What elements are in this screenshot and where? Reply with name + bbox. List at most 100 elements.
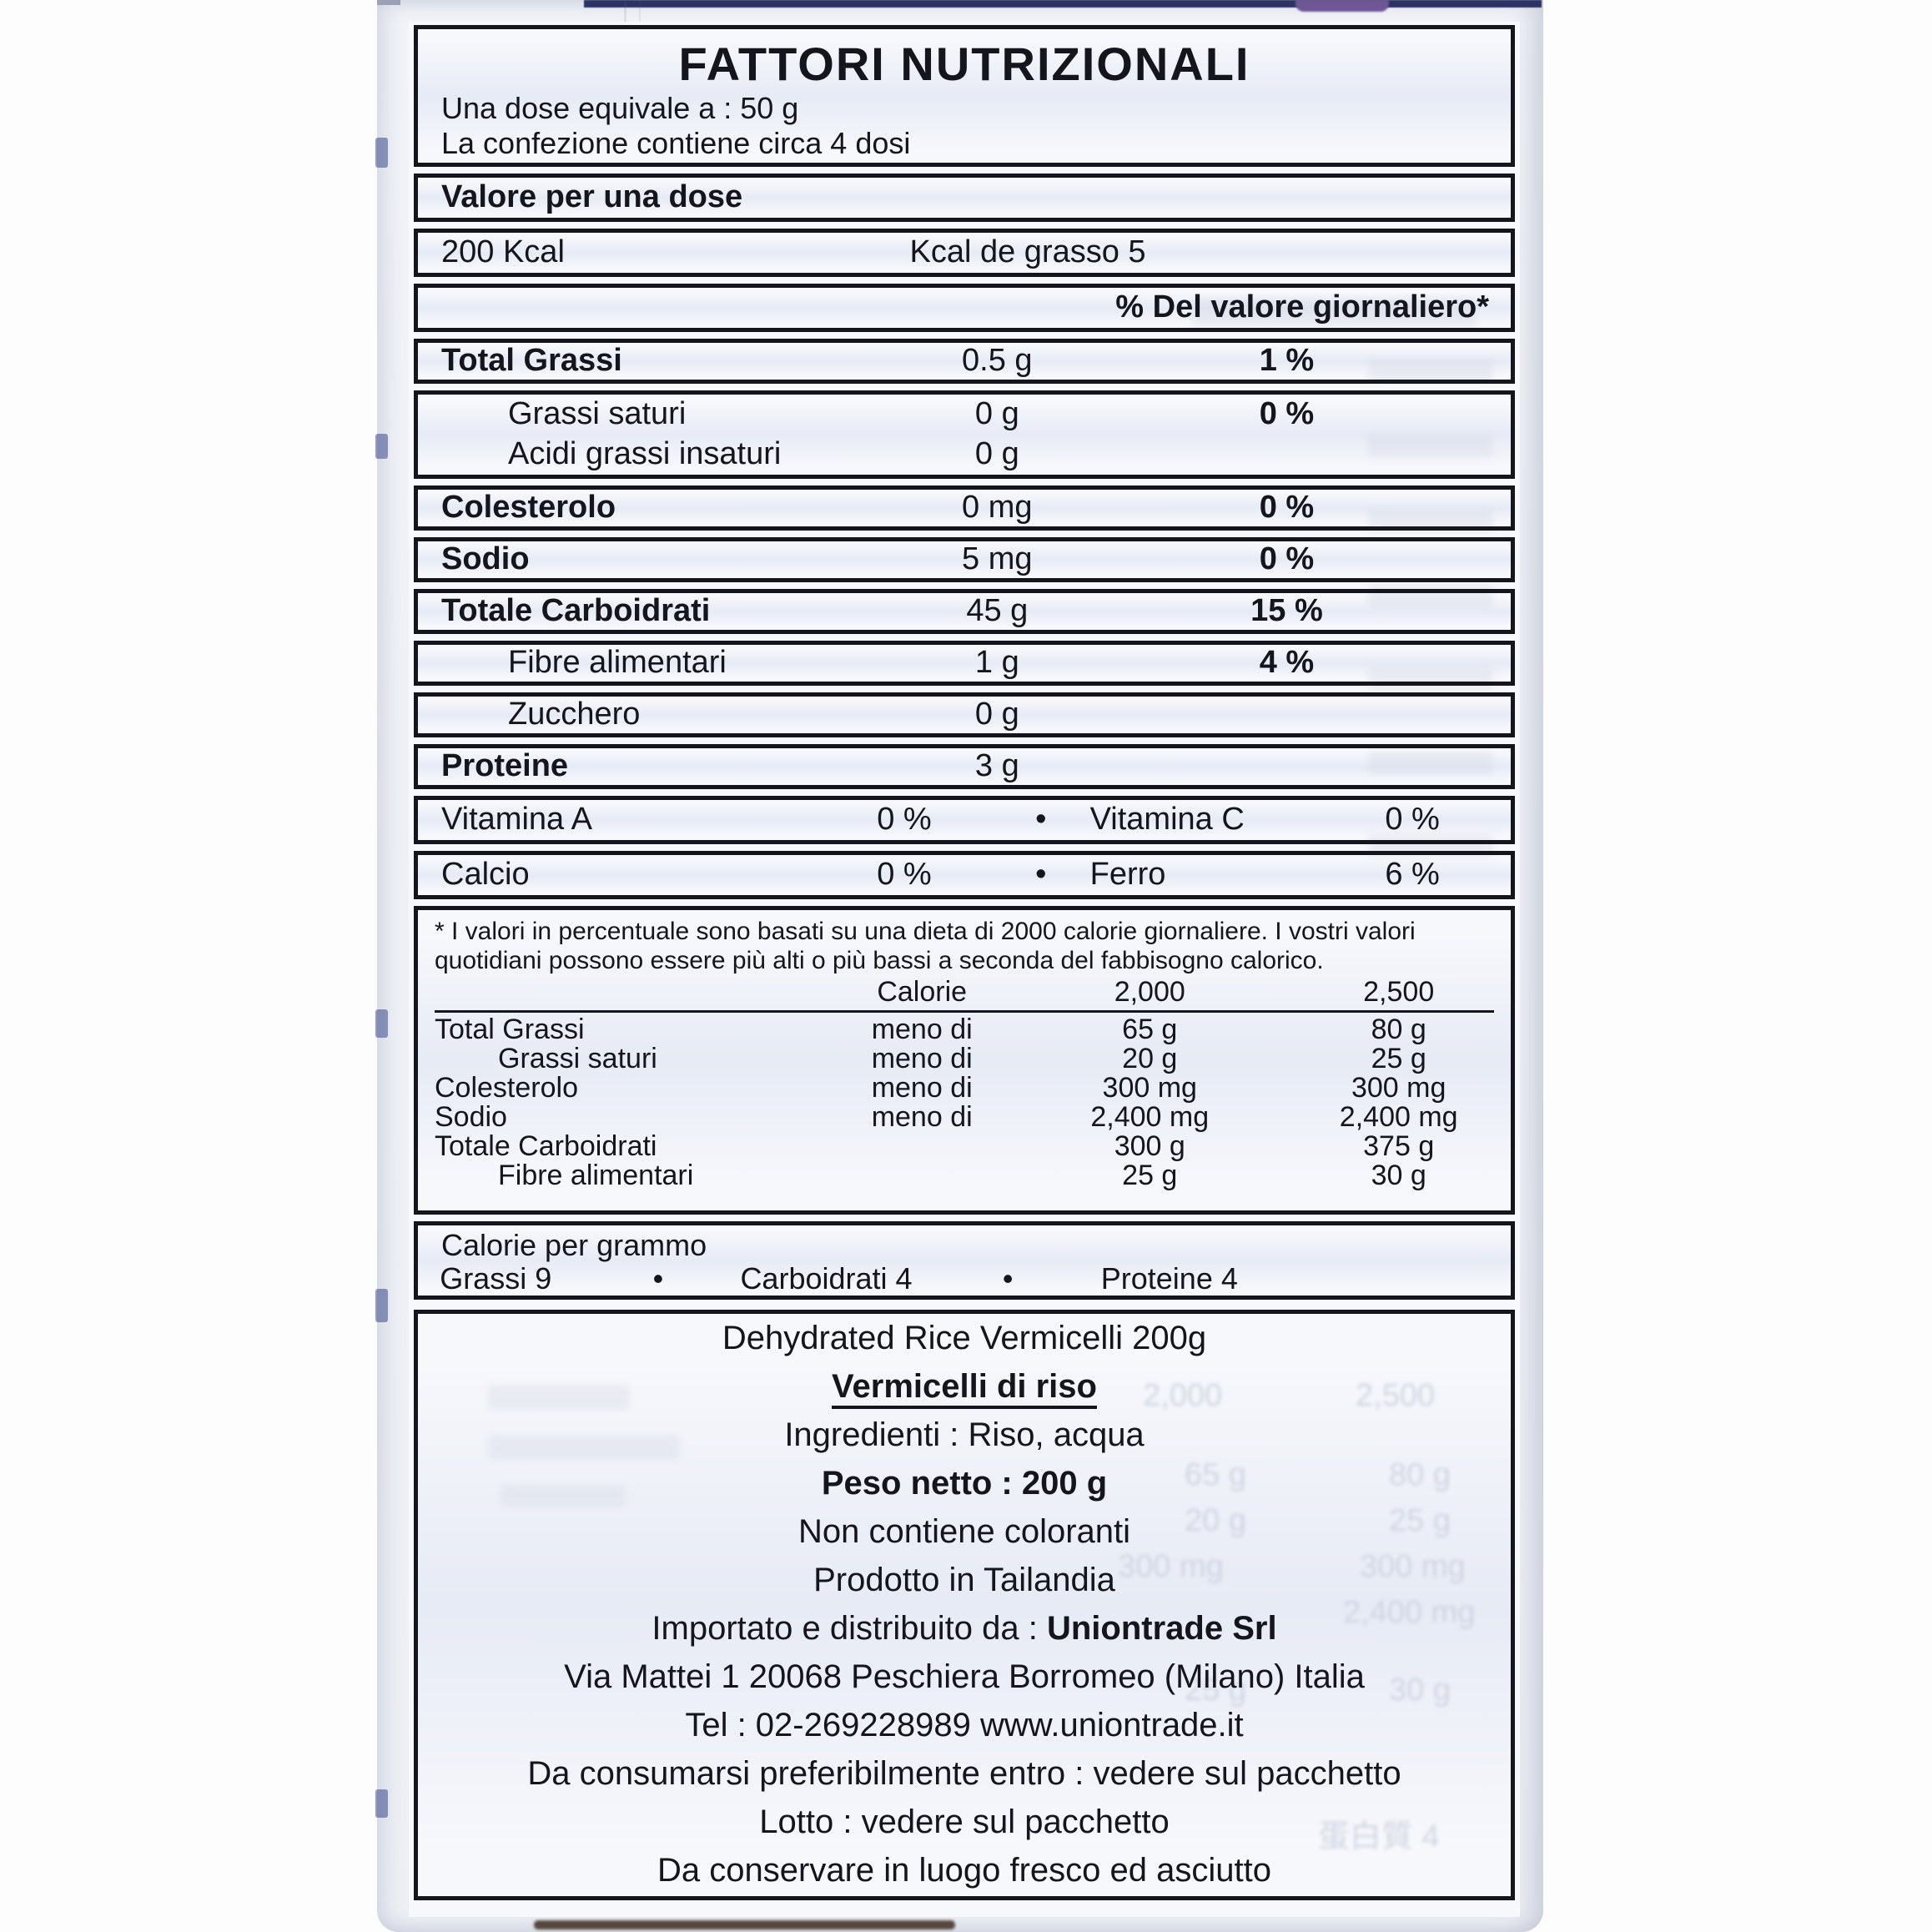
reference-value-2000: 25 g <box>1122 1160 1178 1191</box>
ghost-print <box>1368 667 1493 691</box>
per-dose-header: Valore per una dose <box>441 179 743 214</box>
per-dose-header-box: Valore per una dose <box>414 174 1515 222</box>
lot-line: Lotto : vedere sul pacchetto <box>759 1804 1170 1840</box>
nutrient-amount: 0 g <box>974 396 1019 431</box>
label-title: FATTORI NUTRIZIONALI <box>678 38 1250 90</box>
product-name-it: Vermicelli di riso <box>418 1362 1511 1411</box>
bullet-separator: • <box>1035 857 1047 892</box>
ghost-print <box>488 1435 680 1460</box>
best-before-line: Da consumarsi preferibilmente entro : ve… <box>527 1755 1401 1792</box>
nutrient-row-fiber: Fibre alimentari 1 g 4 % <box>414 641 1515 686</box>
product-info-box: Dehydrated Rice Vermicelli 200g Vermicel… <box>414 1310 1515 1900</box>
nutrient-subrow: Grassi saturi 0 g 0 % <box>418 395 1511 435</box>
daily-value-header: % Del valore giornaliero* <box>1115 289 1489 325</box>
ghost-print <box>501 1485 626 1507</box>
daily-value-header-box: % Del valore giornaliero* <box>414 284 1515 332</box>
daily-value-footnote: * I valori in percentuale sono basati su… <box>435 918 1416 974</box>
ghost-print-text: 2,500 <box>1356 1378 1435 1414</box>
nutrient-name: Fibre alimentari <box>508 645 727 680</box>
nutrient-name: Totale Carboidrati <box>441 593 711 628</box>
package-cap-strip <box>584 0 1542 8</box>
divider <box>435 1010 1494 1013</box>
reference-row-sodium: Sodio meno di 2,400 mg 2,400 mg <box>435 1103 1494 1132</box>
nutrient-amount: 0 mg <box>962 490 1033 525</box>
importer-prefix: Importato e distribuito da : <box>652 1610 1047 1647</box>
nutrient-daily-value: 4 % <box>1259 645 1315 680</box>
package-edge-print <box>375 1289 388 1322</box>
reference-row-total-fat: Total Grassi meno di 65 g 80 g <box>435 1015 1494 1044</box>
importer-name: Uniontrade Srl <box>1046 1610 1277 1647</box>
ghost-print <box>1193 299 1477 327</box>
package-edge-tick <box>377 0 400 5</box>
ghost-print <box>1368 434 1493 457</box>
calories-from-fat: Kcal de grasso 5 <box>909 234 1146 269</box>
nutrient-amount: 0.5 g <box>962 343 1033 378</box>
reference-name: Grassi saturi <box>498 1043 657 1074</box>
reference-qualifier: meno di <box>871 1101 973 1133</box>
bullet-separator: • <box>1035 802 1047 837</box>
cal-per-gram-fat: Grassi 9 <box>440 1261 552 1296</box>
mineral-name: Calcio <box>441 857 530 892</box>
bullet-separator: • <box>652 1261 664 1296</box>
product-name-en: Dehydrated Rice Vermicelli 200g <box>722 1320 1207 1356</box>
ghost-print <box>1368 359 1493 382</box>
reference-qualifier: meno di <box>871 1014 973 1045</box>
vitamin-name: Vitamina C <box>1089 802 1245 837</box>
nutrient-amount: 1 g <box>974 645 1019 680</box>
nutrient-daily-value: 15 % <box>1250 593 1323 628</box>
nutrient-amount: 45 g <box>966 593 1029 628</box>
product-name-it-text: Vermicelli di riso <box>832 1368 1097 1409</box>
package-bottom-edge <box>534 1920 955 1929</box>
reference-row-fiber: Fibre alimentari 25 g 30 g <box>435 1161 1494 1190</box>
nutrient-row-sodium: Sodio 5 mg 0 % <box>414 537 1515 582</box>
reference-value-2500: 375 g <box>1363 1130 1435 1162</box>
reference-row-carbohydrates: Totale Carboidrati 300 g 375 g <box>435 1132 1494 1161</box>
ghost-print <box>1368 584 1493 607</box>
origin-line: Prodotto in Tailandia <box>813 1562 1115 1598</box>
nutrient-daily-value: 0 % <box>1259 396 1315 431</box>
title-box: FATTORI NUTRIZIONALI Una dose equivale a… <box>414 25 1515 167</box>
bullet-separator: • <box>1002 1261 1014 1296</box>
calories-per-gram-title: Calorie per grammo <box>441 1228 707 1262</box>
nutrient-amount: 0 g <box>974 697 1019 732</box>
mineral-value: 6 % <box>1385 857 1440 892</box>
ghost-print-text: 2,000 <box>1143 1378 1222 1414</box>
reference-row-saturated-fat: Grassi saturi meno di 20 g 25 g <box>435 1044 1494 1074</box>
reference-value-2000: 300 g <box>1114 1130 1185 1162</box>
nutrient-daily-value: 0 % <box>1259 490 1315 525</box>
ghost-print-text: 65 g <box>1185 1457 1246 1493</box>
calories-box: 200 Kcal Kcal de grasso 5 <box>414 229 1515 277</box>
ghost-print <box>1368 751 1493 774</box>
reference-header-2000: 2,000 <box>1114 976 1185 1008</box>
reference-value-2000: 2,400 mg <box>1090 1101 1210 1133</box>
servings-per-pack-line: La confezione contiene circa 4 dosi <box>441 126 911 160</box>
reference-name: Colesterolo <box>435 1072 578 1104</box>
reference-name: Total Grassi <box>435 1014 585 1045</box>
reference-value-2500: 30 g <box>1371 1160 1426 1191</box>
nutrient-name: Grassi saturi <box>508 396 687 431</box>
nutrient-name: Total Grassi <box>441 343 622 378</box>
nutrient-amount: 3 g <box>974 748 1019 783</box>
nutrient-row-sugar: Zucchero 0 g <box>414 692 1515 737</box>
vitamin-name: Vitamina A <box>441 802 592 837</box>
cal-per-gram-protein: Proteine 4 <box>1100 1261 1238 1296</box>
cal-per-gram-carbs: Carboidrati 4 <box>740 1261 913 1296</box>
package-edge-print <box>375 138 388 168</box>
nutrient-daily-value: 1 % <box>1259 343 1315 378</box>
nutrient-name: Colesterolo <box>441 490 616 525</box>
nutrient-daily-value: 0 % <box>1259 541 1315 576</box>
nutrient-row-carbohydrates: Totale Carboidrati 45 g 15 % <box>414 589 1515 634</box>
reference-qualifier: meno di <box>871 1072 973 1104</box>
nutrient-name: Acidi grassi insaturi <box>508 436 782 471</box>
tel-web-line: Tel : 02-269228989 www.uniontrade.it <box>685 1707 1244 1743</box>
nutrient-name: Zucchero <box>508 697 641 732</box>
ghost-print-text: 25 g <box>1389 1503 1451 1539</box>
ghost-print-text: 300 mg <box>1118 1549 1224 1585</box>
nutrient-row-protein: Proteine 3 g <box>414 744 1515 789</box>
serving-size-line: Una dose equivale a : 50 g <box>441 91 799 125</box>
reference-value-2000: 20 g <box>1122 1043 1178 1074</box>
ghost-print-text: 2,400 mg <box>1343 1595 1475 1631</box>
reference-qualifier: meno di <box>871 1043 973 1074</box>
reference-name: Sodio <box>435 1101 507 1133</box>
